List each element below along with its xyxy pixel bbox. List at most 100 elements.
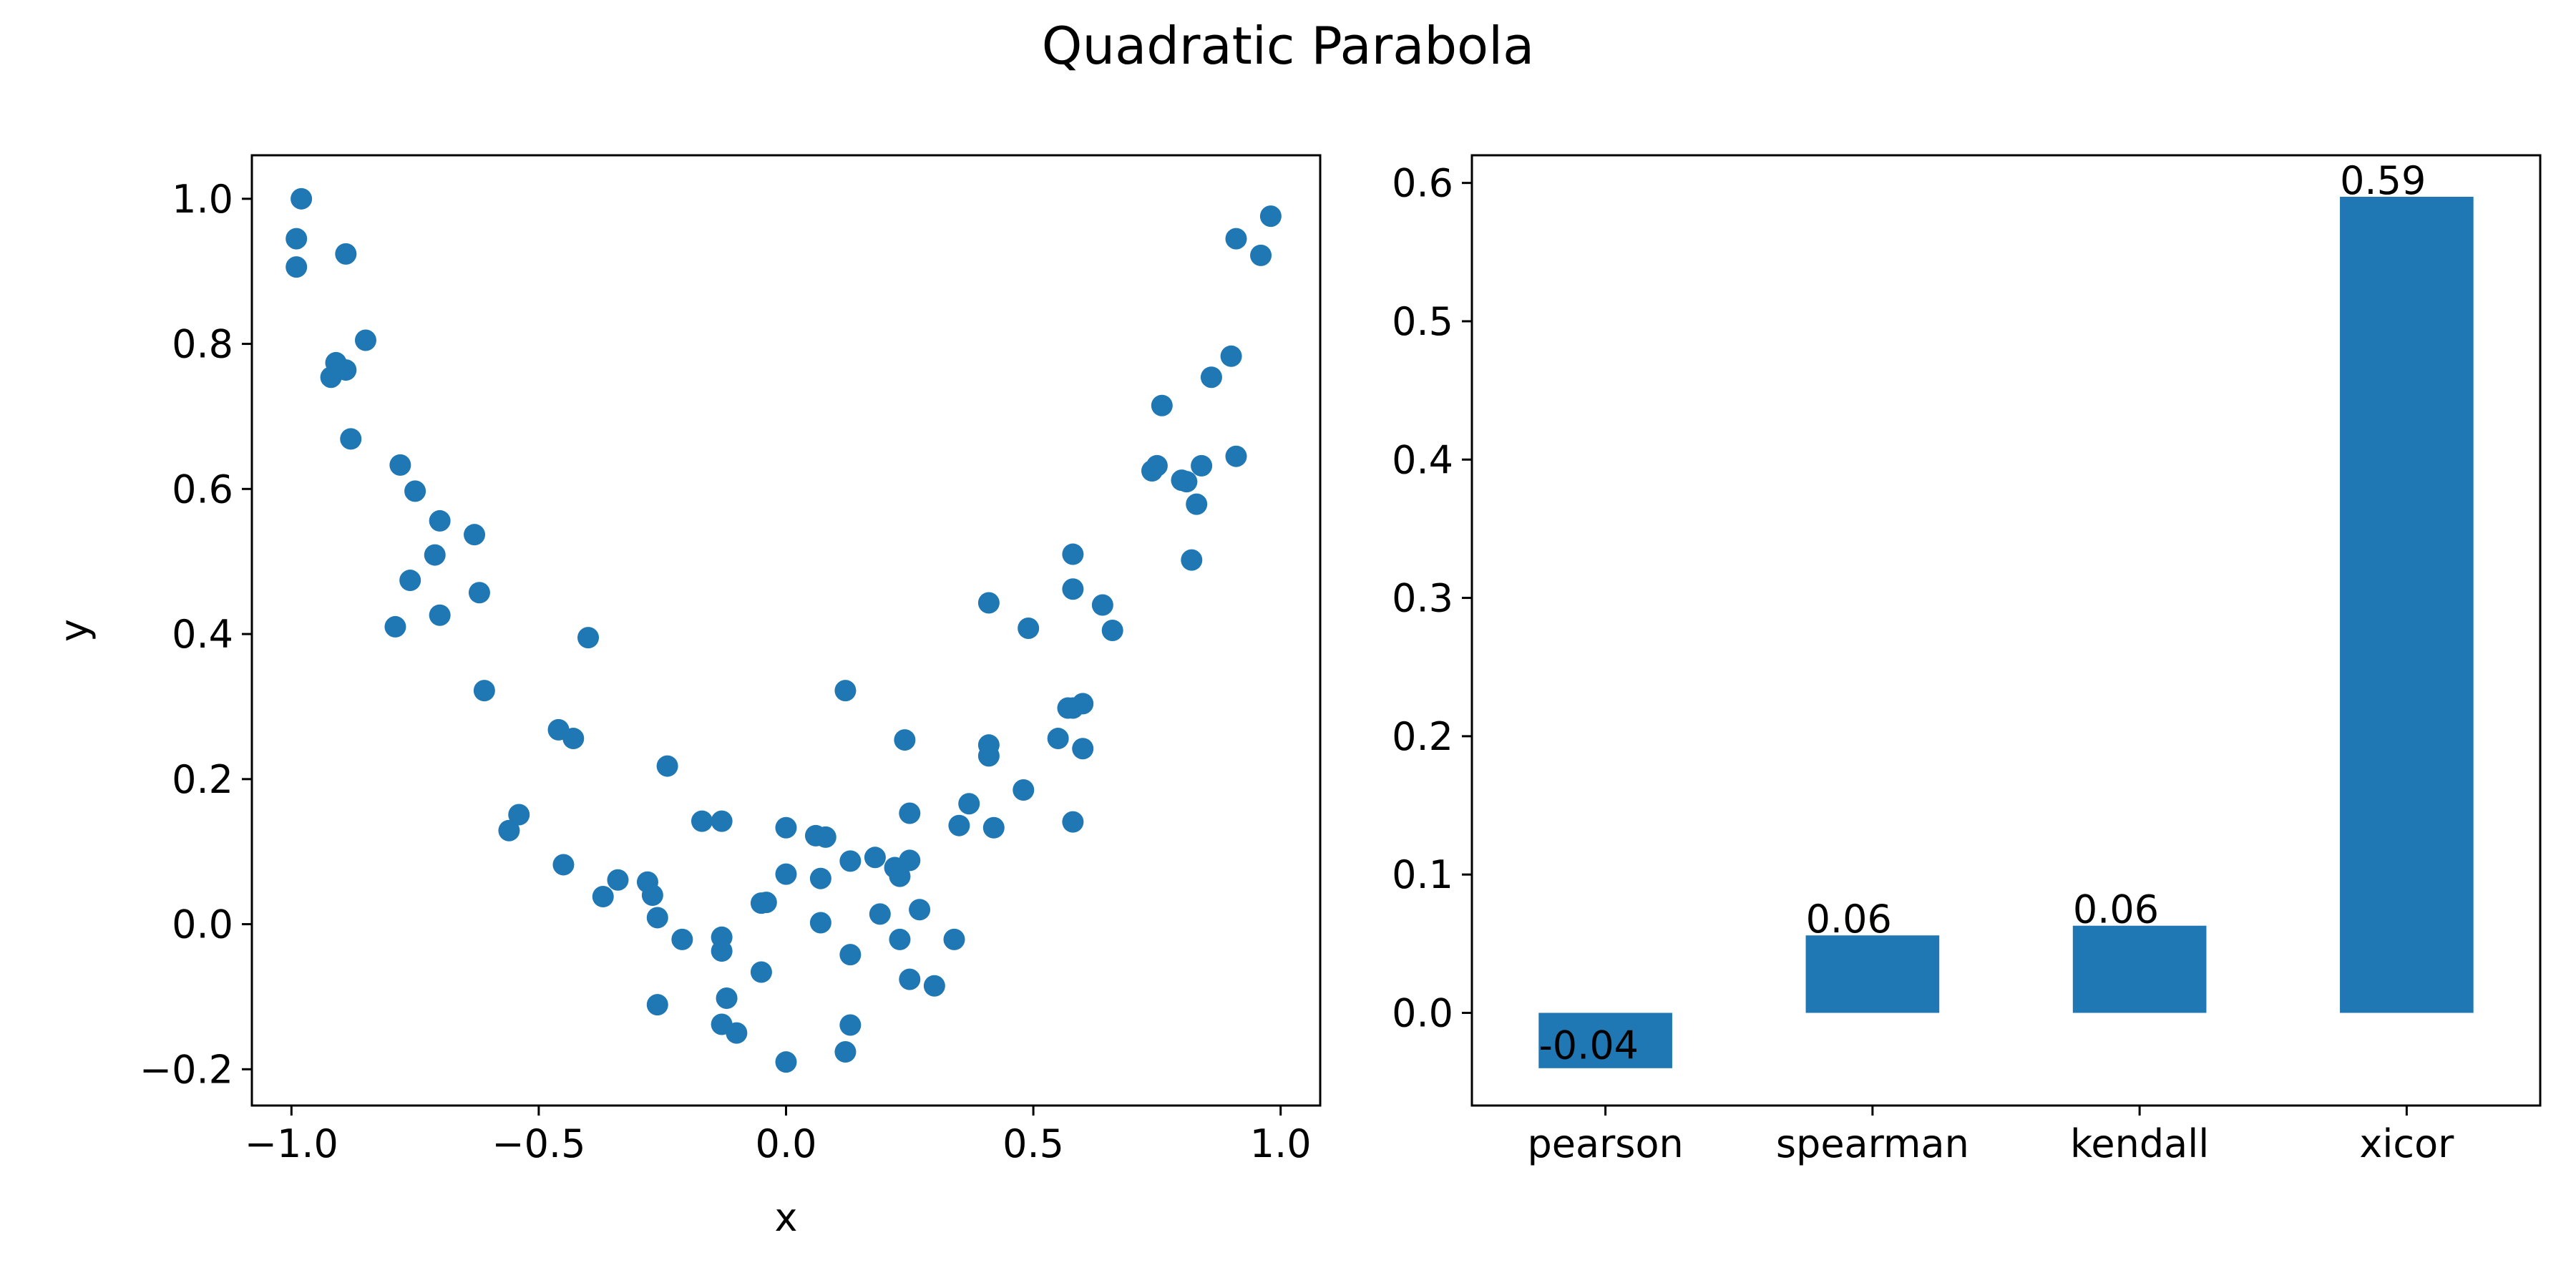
x-tick-label: 1.0 — [1250, 1121, 1312, 1166]
scatter-point — [641, 884, 663, 907]
scatter-point — [834, 680, 857, 702]
bar-axes: -0.04 pearson 0.06 spearman 0.06 kendall 0.59 x… — [1392, 154, 2542, 1166]
scatter-point — [977, 745, 1000, 767]
scatter-point — [498, 819, 520, 841]
y-tick-label: −0.2 — [140, 1047, 233, 1092]
scatter-point — [1062, 543, 1084, 565]
y-axis-label: y — [52, 619, 97, 642]
figure-title: Quadratic Parabola — [1041, 16, 1535, 76]
x-tick-label: spearman — [1776, 1121, 1969, 1166]
scatter-point — [894, 729, 916, 751]
scatter-point — [1259, 205, 1282, 228]
scatter-point — [592, 886, 614, 908]
scatter-point — [1047, 728, 1069, 750]
scatter-point — [1200, 366, 1222, 389]
scatter-point — [958, 793, 980, 815]
scatter-point — [1225, 445, 1247, 467]
scatter-point — [809, 912, 831, 934]
y-tick-label: 0.6 — [1392, 161, 1453, 206]
scatter-point — [473, 680, 495, 702]
scatter-point — [809, 867, 831, 889]
scatter-point — [577, 627, 600, 649]
scatter-point — [977, 592, 1000, 614]
scatter-point — [286, 256, 308, 278]
scatter-point — [646, 907, 668, 929]
bar-pearson — [1538, 1013, 1672, 1068]
scatter-point — [399, 570, 421, 592]
x-tick-label: xicor — [2359, 1121, 2454, 1166]
scatter-point — [1181, 549, 1203, 571]
scatter-point — [1072, 738, 1094, 760]
y-tick-label: 0.1 — [1392, 852, 1453, 897]
scatter-point — [1101, 620, 1123, 641]
scatter-point — [899, 968, 921, 990]
scatter-point — [607, 869, 629, 891]
bar-value-label: 0.59 — [2340, 158, 2426, 203]
bar-plot-frame — [1470, 154, 2542, 1107]
y-tick-label: 0.3 — [1392, 576, 1453, 621]
scatter-point — [340, 428, 362, 450]
scatter-point — [923, 975, 945, 997]
scatter-point — [1176, 471, 1198, 493]
y-tick-label: 0.0 — [172, 902, 233, 947]
scatter-point — [335, 243, 357, 265]
scatter-point — [1062, 578, 1084, 600]
bar-spearman — [1805, 935, 1940, 1013]
scatter-point — [1250, 244, 1272, 266]
scatter-point — [711, 940, 733, 962]
scatter-point — [775, 863, 797, 885]
y-tick-label: 0.2 — [1392, 714, 1453, 759]
scatter-plot-frame — [250, 154, 1322, 1107]
scatter-point — [354, 329, 376, 351]
scatter-point — [726, 1022, 748, 1044]
scatter-point — [711, 810, 733, 832]
scatter-point — [834, 1040, 857, 1063]
y-tick-label: 0.2 — [172, 757, 233, 802]
scatter-point — [948, 814, 970, 836]
scatter-point — [389, 454, 411, 476]
scatter-point — [1191, 454, 1213, 477]
bar-value-label: -0.04 — [1538, 1023, 1639, 1068]
bar-value-label: 0.06 — [2073, 887, 2159, 932]
scatter-point — [899, 802, 921, 824]
scatter-point — [429, 604, 451, 626]
bar-value-label: 0.06 — [1806, 897, 1892, 942]
scatter-point — [775, 816, 797, 839]
scatter-point — [691, 810, 713, 832]
y-tick-label: 0.4 — [1392, 437, 1453, 482]
scatter-point — [899, 849, 921, 872]
scatter-point — [839, 1014, 862, 1036]
scatter-point — [1018, 617, 1040, 639]
scatter-point — [839, 850, 862, 872]
scatter-axes: −1.0 −0.5 0.0 0.5 1.0 −0.2 0.0 0.2 0.4 0.6 0.8 1.0 x… — [52, 154, 1322, 1240]
scatter-point — [1091, 594, 1113, 616]
x-tick-label: 0.0 — [756, 1121, 817, 1166]
scatter-point — [750, 961, 772, 983]
scatter-point — [943, 928, 965, 950]
x-tick-label: −0.5 — [492, 1121, 585, 1166]
scatter-point — [424, 544, 446, 566]
scatter-point — [889, 928, 911, 950]
y-tick-label: 0.8 — [172, 322, 233, 367]
y-tick-label: 0.0 — [1392, 990, 1453, 1035]
scatter-point — [562, 728, 585, 750]
scatter-point — [335, 359, 357, 381]
bar-xicor — [2340, 196, 2474, 1013]
bar-kendall — [2072, 925, 2207, 1013]
scatter-point — [839, 944, 862, 966]
scatter-point — [982, 816, 1005, 839]
scatter-point — [1220, 345, 1242, 367]
scatter-point — [646, 994, 668, 1016]
scatter-point — [286, 228, 308, 250]
scatter-point — [1151, 394, 1173, 416]
x-tick-label: −1.0 — [245, 1121, 338, 1166]
scatter-point — [464, 524, 486, 546]
scatter-point — [671, 928, 693, 950]
y-tick-label: 1.0 — [172, 177, 233, 222]
scatter-point — [429, 509, 451, 532]
scatter-point — [869, 903, 891, 925]
y-tick-label: 0.4 — [172, 612, 233, 657]
scatter-point — [468, 582, 490, 604]
scatter-point — [1225, 228, 1247, 250]
